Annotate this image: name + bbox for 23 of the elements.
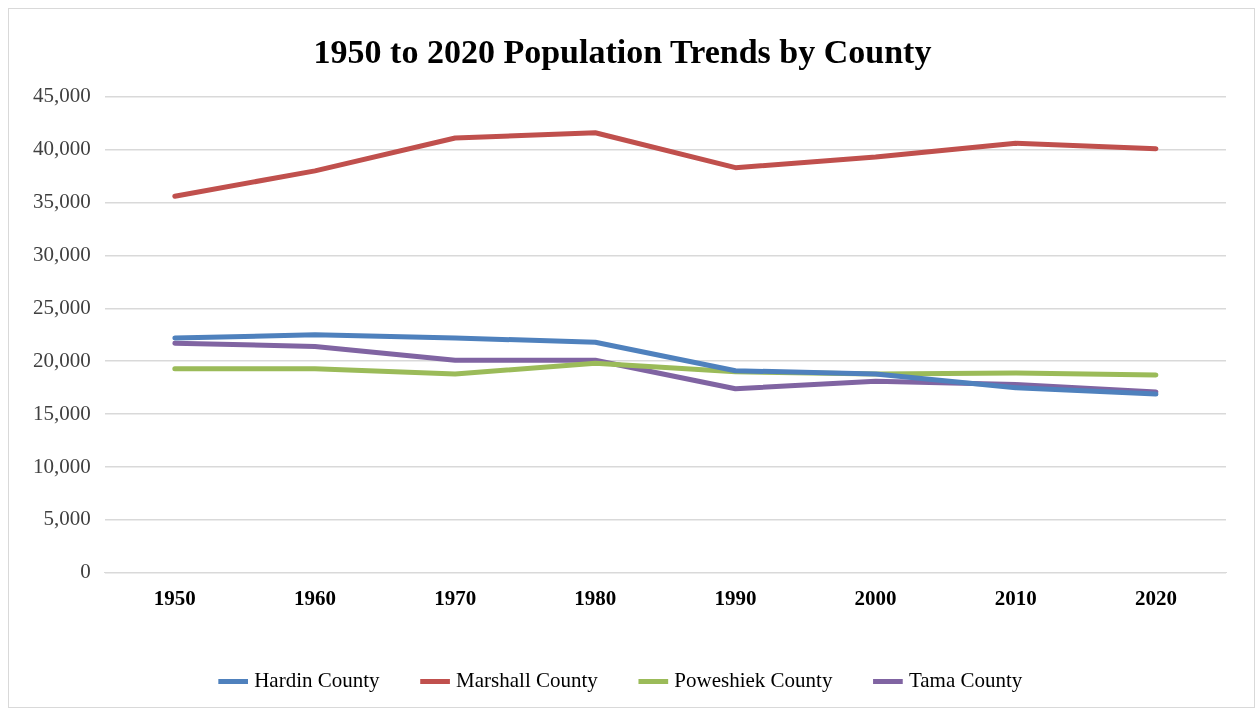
y-tick-label: 30,000	[33, 241, 91, 266]
y-tick-label: 0	[80, 559, 91, 584]
y-tick-label: 35,000	[33, 189, 91, 214]
x-tick-label: 2020	[1134, 585, 1177, 610]
x-tick-label: 1960	[293, 585, 336, 610]
chart-title: 1950 to 2020 Population Trends by County	[313, 33, 932, 71]
legend-label: Poweshiek County	[674, 668, 833, 693]
x-tick-label: 2010	[994, 585, 1037, 610]
y-tick-label: 5,000	[43, 506, 91, 531]
x-tick-label: 1970	[434, 585, 477, 610]
x-tick-label: 1950	[153, 585, 196, 610]
x-tick-label: 1980	[574, 585, 617, 610]
x-tick-label: 2000	[854, 585, 897, 610]
legend-label: Hardin County	[254, 668, 381, 693]
y-tick-label: 25,000	[33, 294, 91, 319]
legend-label: Tama County	[908, 668, 1023, 693]
legend-label: Marshall County	[456, 668, 599, 693]
y-tick-label: 15,000	[33, 400, 91, 425]
y-tick-label: 20,000	[33, 347, 91, 372]
y-tick-label: 45,000	[33, 83, 91, 108]
x-tick-label: 1990	[714, 585, 757, 610]
y-tick-label: 10,000	[33, 453, 91, 478]
y-tick-label: 40,000	[33, 136, 91, 161]
